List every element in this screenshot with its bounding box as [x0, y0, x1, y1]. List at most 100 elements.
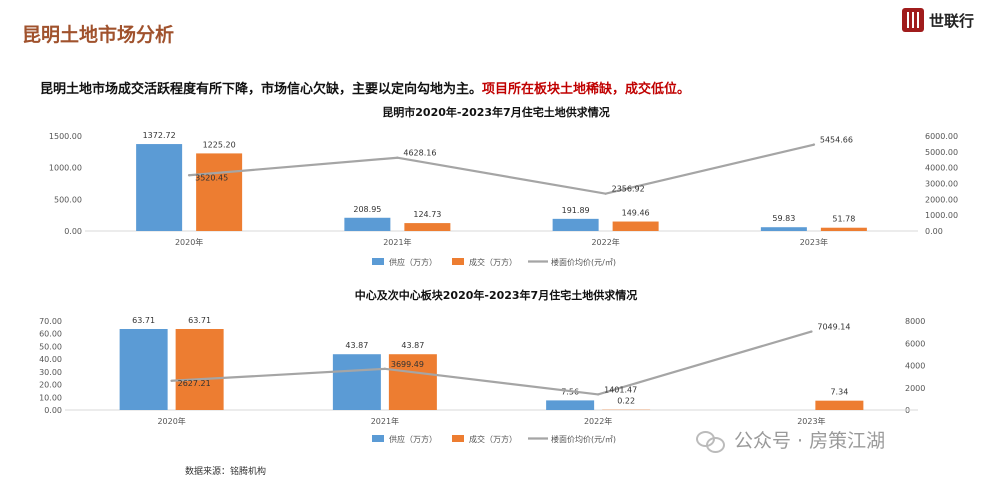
- deal-data-label: 0.22: [617, 397, 635, 406]
- deal-bar: [612, 221, 659, 231]
- deal-data-label: 1225.20: [203, 140, 236, 149]
- y-right-tick-label: 4000.00: [925, 164, 958, 173]
- legend-deal-swatch: [452, 435, 464, 442]
- y-right-tick-label: 2000.00: [925, 195, 958, 204]
- deal-bar: [404, 223, 451, 231]
- supply-data-label: 191.89: [562, 206, 590, 215]
- watermark-text: 公众号 · 房策江湖: [734, 430, 886, 452]
- y-left-tick-label: 20.00: [39, 381, 62, 390]
- y-right-tick-label: 6000.00: [925, 132, 958, 141]
- headline-text: 昆明土地市场成交活跃程度有所下降，市场信心欠缺，主要以定向勾地为主。: [40, 82, 483, 97]
- deal-data-label: 43.87: [401, 341, 424, 350]
- price-point: [396, 156, 399, 159]
- y-left-tick-label: 40.00: [39, 355, 62, 364]
- legend-price-label: 楼面价均价(元/㎡): [551, 434, 616, 444]
- supply-bar: [136, 144, 183, 231]
- y-left-tick-label: 60.00: [39, 330, 62, 339]
- deal-data-label: 63.71: [188, 316, 211, 325]
- supply-bar: [552, 218, 599, 231]
- deal-bar: [820, 227, 867, 231]
- y-left-tick-label: 10.00: [39, 393, 62, 402]
- chart-title: 昆明市2020年-2023年7月住宅土地供求情况: [382, 105, 609, 119]
- legend-deal-label: 成交（万方）: [469, 434, 517, 444]
- x-tick-label: 2023年: [800, 237, 828, 247]
- supply-data-label: 208.95: [353, 205, 381, 214]
- supply-bar: [344, 217, 391, 231]
- supply-bar: [760, 227, 807, 231]
- supply-data-label: 1372.72: [143, 131, 176, 140]
- x-tick-label: 2020年: [175, 237, 203, 247]
- legend-deal-label: 成交（万方）: [469, 257, 517, 267]
- price-data-label: 7049.14: [817, 323, 850, 332]
- y-right-tick-label: 0.00: [925, 227, 943, 236]
- deal-bar: [815, 400, 864, 410]
- y-left-tick-label: 0.00: [64, 227, 82, 236]
- chart-kunming-supply-demand: 昆明市2020年-2023年7月住宅土地供求情况 0.00 500.00 1000.0…: [49, 105, 958, 267]
- company-logo: 世联行: [901, 8, 974, 32]
- chart-center-district-supply-demand: 中心及次中心板块2020年-2023年7月住宅土地供求情况 0.00 10.00 20…: [39, 288, 925, 444]
- page-title: 昆明土地市场分析: [22, 24, 175, 46]
- y-right-tick-label: 2000: [905, 384, 925, 393]
- price-point: [604, 192, 607, 195]
- logo-text: 世联行: [928, 11, 974, 30]
- price-point: [170, 379, 173, 382]
- deal-data-label: 149.46: [622, 209, 650, 218]
- legend-supply-swatch: [372, 435, 384, 442]
- price-data-label: 3520.45: [195, 173, 228, 182]
- y-right-tick-label: 1000.00: [925, 211, 958, 220]
- y-right-tick-label: 5000.00: [925, 148, 958, 157]
- price-data-label: 2356.92: [612, 185, 645, 194]
- headline: 昆明土地市场成交活跃程度有所下降，市场信心欠缺，主要以定向勾地为主。项目所在板块…: [40, 78, 690, 97]
- deal-bar: [175, 328, 224, 410]
- y-left-tick-label: 1500.00: [49, 132, 82, 141]
- y-right-tick-label: 6000: [905, 339, 925, 348]
- x-tick-label: 2022年: [591, 237, 619, 247]
- y-left-tick-label: 0.00: [44, 406, 62, 415]
- supply-data-label: 63.71: [132, 316, 155, 325]
- x-tick-label: 2021年: [371, 416, 399, 426]
- legend-supply-label: 供应（万方）: [389, 434, 437, 444]
- legend-supply-label: 供应（万方）: [389, 257, 437, 267]
- price-data-label: 5454.66: [820, 136, 853, 145]
- supply-bar: [119, 328, 168, 410]
- supply-data-label: 43.87: [345, 341, 368, 350]
- price-line: [171, 330, 812, 396]
- y-right-tick-label: 8000: [905, 317, 925, 326]
- deal-bar: [388, 354, 437, 410]
- watermark: 公众号 · 房策江湖: [696, 426, 885, 453]
- wechat-icon: [696, 429, 726, 453]
- y-left-tick-label: 500.00: [54, 195, 82, 204]
- price-data-label: 3699.49: [391, 360, 424, 369]
- price-point: [383, 367, 387, 371]
- x-tick-label: 2020年: [157, 416, 185, 426]
- legend-price-label: 楼面价均价(元/㎡): [551, 257, 616, 267]
- supply-bar: [546, 400, 595, 410]
- supply-bar: [332, 354, 381, 410]
- deal-data-label: 7.34: [830, 388, 848, 397]
- price-point: [187, 174, 191, 177]
- chart-title: 中心及次中心板块2020年-2023年7月住宅土地供求情况: [355, 288, 637, 302]
- deal-data-label: 51.78: [832, 215, 855, 224]
- supply-data-label: 59.83: [772, 214, 795, 223]
- x-tick-label: 2021年: [383, 237, 411, 247]
- y-left-tick-label: 70.00: [39, 317, 62, 326]
- price-data-label: 4628.16: [403, 149, 436, 158]
- legend-deal-swatch: [452, 258, 464, 265]
- price-data-label: 1401.47: [604, 385, 637, 394]
- y-left-tick-label: 1000.00: [49, 164, 82, 173]
- y-right-tick-label: 4000: [905, 362, 925, 371]
- y-right-tick-label: 3000.00: [925, 180, 958, 189]
- shilianhang-logo-icon: [901, 8, 924, 32]
- legend-supply-swatch: [372, 258, 384, 265]
- deal-data-label: 124.73: [413, 210, 441, 219]
- price-point: [596, 393, 600, 396]
- y-left-tick-label: 50.00: [39, 342, 62, 351]
- price-line: [189, 143, 815, 195]
- deal-bar: [196, 153, 243, 231]
- price-point: [812, 143, 816, 146]
- y-left-tick-label: 30.00: [39, 368, 62, 377]
- price-data-label: 2627.21: [178, 379, 211, 388]
- x-tick-label: 2022年: [584, 416, 612, 426]
- x-tick-label: 2023年: [797, 416, 825, 426]
- source-note: 数据来源：铭腾机构: [185, 467, 267, 477]
